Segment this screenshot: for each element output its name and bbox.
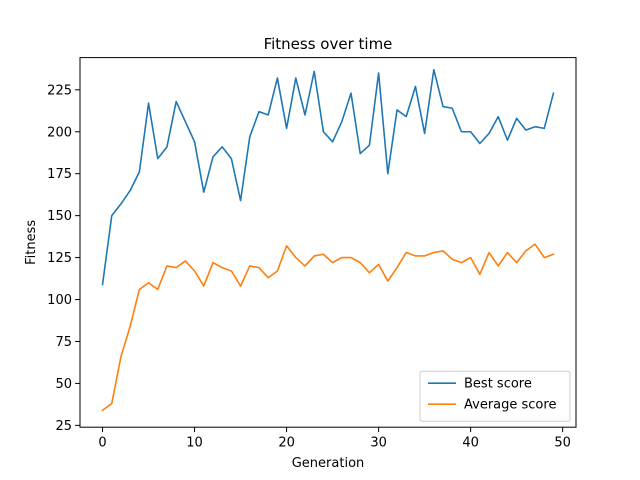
x-axis-label: Generation [292, 456, 365, 471]
y-tick-label: 125 [47, 251, 72, 266]
x-tick-label: 20 [278, 436, 295, 451]
series-layer [101, 68, 555, 412]
x-axis: 0 10 20 30 40 50 [98, 427, 571, 451]
y-tick-label: 175 [47, 167, 72, 182]
y-axis-label: Fitness [24, 220, 39, 265]
legend: Best score Average score [419, 370, 571, 422]
x-tick-label: 0 [98, 436, 106, 451]
legend-box [419, 370, 571, 422]
legend-label-1: Average score [464, 398, 556, 413]
series-line-1 [101, 243, 555, 412]
plot-frame [79, 57, 577, 428]
legend-label-0: Best score [464, 377, 532, 392]
y-tick-label: 25 [55, 419, 72, 434]
y-axis: 25 50 75 100 125 150 175 200 225 [47, 83, 80, 434]
y-tick-label: 100 [47, 293, 72, 308]
x-tick-label: 30 [370, 436, 387, 451]
y-tick-label: 225 [47, 83, 72, 98]
chart-title: Fitness over time [264, 35, 393, 53]
series-line-0 [101, 68, 555, 286]
y-tick-label: 75 [55, 335, 72, 350]
y-tick-label: 50 [55, 377, 72, 392]
y-tick-label: 200 [47, 125, 72, 140]
x-tick-label: 50 [554, 436, 571, 451]
x-tick-label: 40 [462, 436, 479, 451]
y-tick-label: 150 [47, 209, 72, 224]
x-tick-label: 10 [186, 436, 203, 451]
